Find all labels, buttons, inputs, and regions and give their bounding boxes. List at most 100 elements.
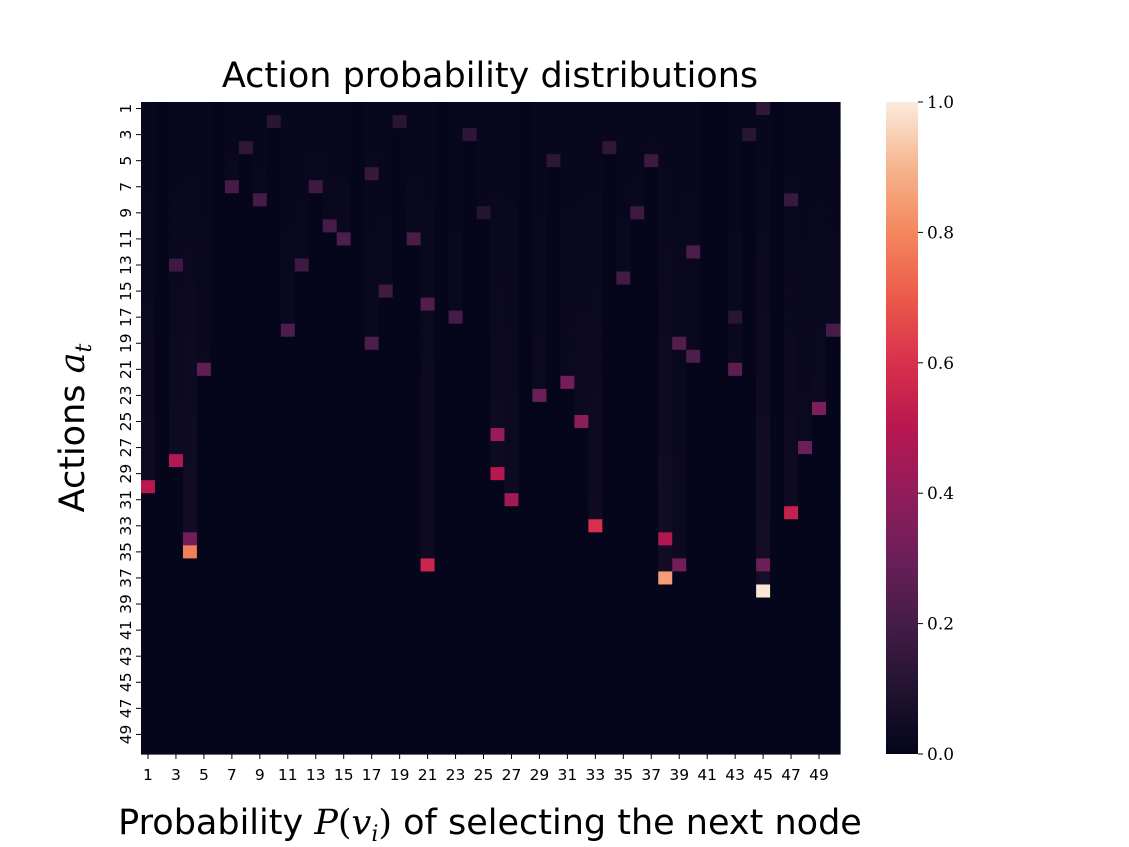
heatmap-cell	[322, 428, 338, 442]
heatmap-cell	[770, 649, 785, 664]
heatmap-cell	[700, 362, 715, 377]
heatmap-cell	[560, 506, 575, 520]
heatmap-cell	[448, 493, 464, 507]
heatmap-cell	[448, 167, 464, 181]
heatmap-cell	[504, 180, 520, 194]
heatmap-cell	[322, 597, 338, 612]
heatmap-cell	[434, 584, 450, 599]
heatmap-cell	[630, 532, 645, 546]
heatmap-cell	[420, 584, 436, 599]
heatmap-cell	[826, 180, 841, 194]
x-tick-label: 31	[558, 766, 578, 784]
heatmap-cell	[308, 597, 324, 612]
x-tick-label: 7	[227, 766, 237, 784]
heatmap-cell	[462, 428, 478, 442]
heatmap-cell	[154, 349, 170, 364]
heatmap-cell	[308, 154, 324, 168]
heatmap-cell	[238, 232, 254, 247]
heatmap-cell	[364, 480, 380, 494]
heatmap-cell	[518, 180, 534, 194]
heatmap-cell	[378, 428, 394, 442]
heatmap-cell	[476, 532, 492, 546]
heatmap-cell	[364, 258, 380, 273]
heatmap-cell	[672, 115, 687, 129]
heatmap-cell	[602, 597, 617, 612]
heatmap-cell	[504, 258, 520, 273]
heatmap-cell	[686, 180, 701, 194]
heatmap-cell	[168, 701, 184, 716]
heatmap-cell	[420, 506, 436, 520]
heatmap-cell	[630, 245, 645, 260]
colorbar-tick-label: 0.4	[927, 484, 954, 504]
heatmap-cell	[280, 506, 296, 520]
heatmap-cell	[266, 740, 282, 755]
heatmap-cell	[532, 506, 548, 520]
heatmap-cell	[742, 310, 757, 325]
heatmap-cell	[266, 323, 282, 338]
heatmap-cell	[196, 284, 212, 299]
heatmap-cell	[490, 115, 506, 129]
heatmap-cell	[630, 467, 645, 481]
heatmap-cell	[141, 428, 156, 442]
heatmap-cell	[490, 532, 506, 546]
heatmap-cell	[350, 297, 366, 312]
heatmap-cell	[154, 297, 170, 312]
heatmap-cell	[784, 102, 799, 116]
heatmap-cell	[406, 727, 422, 742]
heatmap-cell	[294, 336, 310, 351]
heatmap-cell	[826, 310, 841, 325]
heatmap-cell	[490, 232, 506, 247]
heatmap-cell	[141, 232, 156, 247]
heatmap-cell	[350, 545, 366, 559]
heatmap-cell	[182, 206, 198, 220]
heatmap-cell	[336, 362, 352, 377]
heatmap-cell	[238, 727, 254, 742]
heatmap-cell	[630, 428, 645, 442]
heatmap-cell	[462, 623, 478, 638]
heatmap-cell	[756, 219, 771, 233]
heatmap-cell	[602, 506, 617, 520]
heatmap-cell	[518, 714, 534, 729]
heatmap-cell	[224, 623, 240, 638]
heatmap-cell	[294, 180, 310, 194]
heatmap-cell	[574, 480, 589, 494]
heatmap-cell	[798, 740, 813, 755]
heatmap-cell	[532, 597, 548, 612]
heatmap-cell	[350, 506, 366, 520]
heatmap-cell	[476, 141, 492, 155]
heatmap-cell	[378, 584, 394, 599]
heatmap-cell	[490, 571, 506, 586]
heatmap-cell	[224, 688, 240, 703]
heatmap-cell	[168, 493, 184, 507]
heatmap-cell	[826, 414, 841, 429]
heatmap-cell	[182, 336, 198, 351]
heatmap-cell	[168, 388, 184, 403]
heatmap-cell	[588, 401, 603, 416]
heatmap-cell	[350, 245, 366, 260]
heatmap-cell	[448, 480, 464, 494]
heatmap-cell	[770, 519, 785, 533]
heatmap-cell	[672, 610, 687, 625]
heatmap-cell	[742, 154, 757, 168]
heatmap-cell	[280, 102, 296, 116]
x-tick-label: 19	[390, 766, 410, 784]
heatmap-cell	[532, 297, 548, 312]
heatmap-cell	[742, 623, 757, 638]
heatmap-cell	[574, 740, 589, 755]
heatmap-cell	[168, 141, 184, 155]
heatmap-cell	[560, 414, 575, 429]
heatmap-cell	[141, 454, 156, 468]
heatmap-cell	[434, 701, 450, 716]
heatmap-cell	[546, 428, 561, 442]
heatmap-cell	[448, 467, 464, 481]
heatmap-cell	[406, 649, 422, 664]
heatmap-cell	[476, 506, 492, 520]
heatmap-cell	[630, 297, 645, 312]
heatmap-cell	[630, 154, 645, 168]
heatmap-cell	[378, 636, 394, 651]
heatmap-cell	[210, 740, 226, 755]
heatmap-cell	[238, 128, 254, 142]
heatmap-cell	[630, 310, 645, 325]
heatmap-cell	[546, 740, 561, 755]
heatmap-cell	[350, 401, 366, 416]
